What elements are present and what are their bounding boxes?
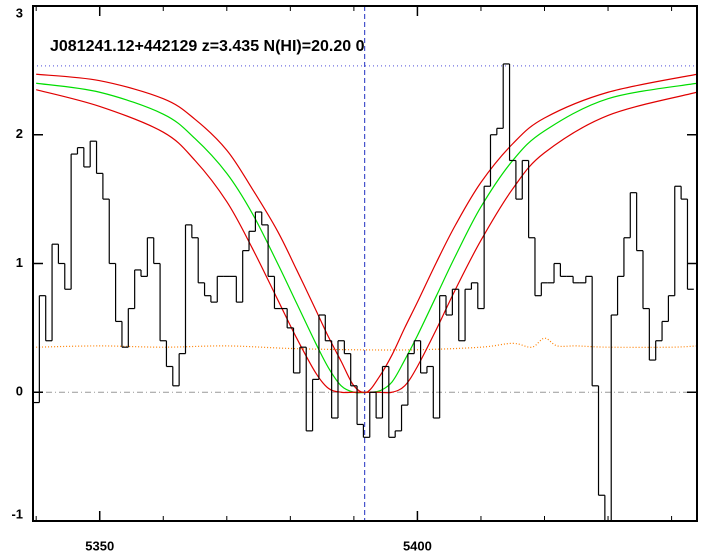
x-tick-label: 5350 <box>85 538 114 553</box>
x-tick-label: 5400 <box>403 538 432 553</box>
y-tick-label: 1 <box>16 255 23 270</box>
y-tick-label: 2 <box>16 126 23 141</box>
y-tick-label: 3 <box>16 5 23 20</box>
y-tick-label: -1 <box>11 506 23 521</box>
y-tick-label: 0 <box>16 384 23 399</box>
error-line <box>36 337 697 351</box>
annotation: J081241.12+442129 z=3.435 N(HI)=20.20 0 <box>50 38 365 55</box>
model-line <box>36 89 697 394</box>
plot-area <box>33 6 697 521</box>
model-line <box>36 73 697 394</box>
